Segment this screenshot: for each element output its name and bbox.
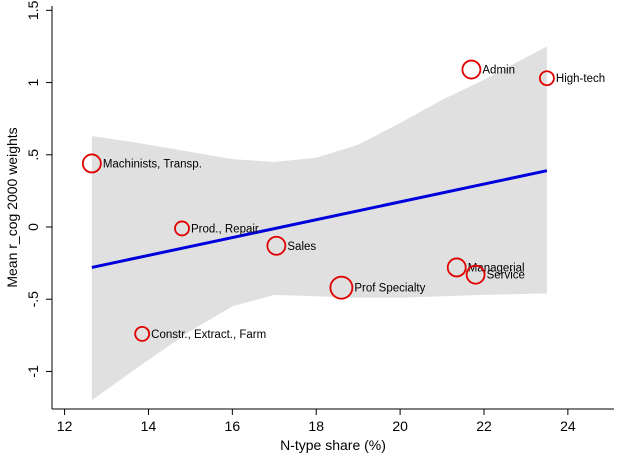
point-label: Sales (287, 241, 316, 253)
points-layer: Machinists, Transp. Constr., Extract., Fa… (81, 59, 605, 342)
data-point (81, 153, 102, 174)
x-tick-label: 18 (308, 418, 324, 434)
confidence-band-layer (91, 46, 547, 401)
y-tick-label: -.5 (25, 291, 41, 308)
data-point (174, 220, 190, 237)
x-axis-title: N-type share (%) (280, 437, 386, 453)
data-point (465, 264, 486, 285)
axes-layer: 12 14 16 18 20 22 24 -1 -.5 0 .5 1 1.5 (25, 0, 614, 434)
data-point (134, 325, 151, 342)
confidence-band (91, 46, 547, 401)
point-label: Managerial (468, 262, 525, 274)
y-tick-label: 1.5 (25, 0, 41, 20)
x-tick-label: 14 (141, 418, 157, 434)
point-label: Admin (482, 65, 515, 77)
y-tick-label: 0 (25, 223, 41, 231)
fit-line (91, 169, 548, 269)
data-point (446, 257, 467, 278)
x-tick-label: 12 (57, 418, 73, 434)
data-point (538, 70, 555, 87)
y-tick-label: 1 (25, 78, 41, 86)
x-tick-label: 20 (392, 418, 408, 434)
point-label: Prod., Repair (191, 223, 259, 235)
point-label: Constr., Extract., Farm (151, 329, 266, 341)
point-label: Service (487, 270, 525, 282)
y-axis-title: Mean r_cog 2000 weights (4, 127, 20, 287)
point-label: High-tech (556, 73, 605, 85)
y-tick-label: -1 (25, 365, 41, 378)
data-point (329, 275, 354, 300)
data-point (461, 59, 482, 80)
x-tick-label: 16 (225, 418, 241, 434)
y-tick-label: .5 (25, 149, 41, 161)
x-tick-label: 22 (476, 418, 492, 434)
data-point (266, 235, 287, 256)
point-label: Machinists, Transp. (103, 158, 202, 170)
x-tick-label: 24 (560, 418, 576, 434)
point-label: Prof Specialty (354, 283, 425, 295)
fit-line-layer (91, 169, 548, 269)
